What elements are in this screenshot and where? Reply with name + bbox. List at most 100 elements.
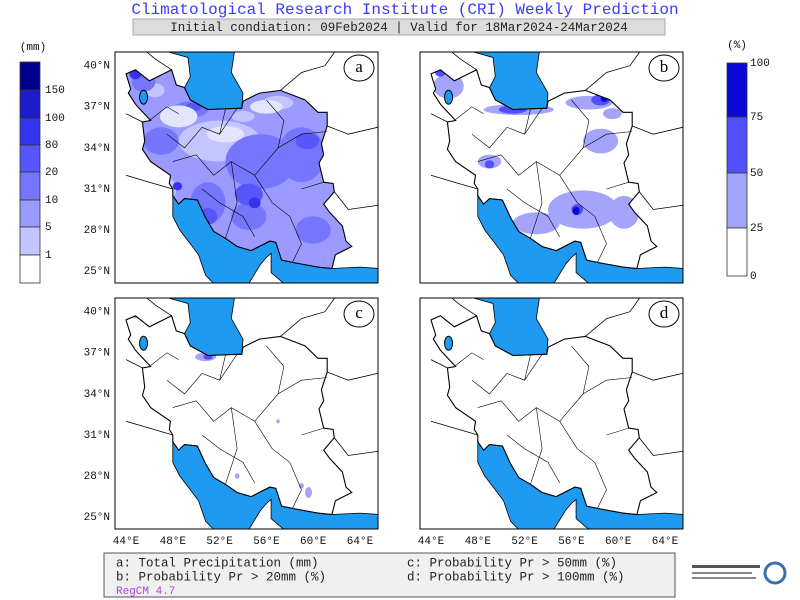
lon-label: 64°E <box>347 536 374 548</box>
shade <box>172 182 183 191</box>
country-border <box>125 359 143 369</box>
map-background <box>420 298 683 529</box>
country-border <box>333 191 378 210</box>
shade <box>231 110 255 122</box>
province-border <box>254 175 302 264</box>
province-border <box>172 377 328 422</box>
panel-frame <box>114 297 379 530</box>
province-border <box>149 106 179 121</box>
shade <box>572 206 580 216</box>
panel-label: d <box>660 303 669 322</box>
province-border <box>201 434 255 484</box>
shade <box>159 105 198 128</box>
province-border <box>559 421 607 510</box>
footer-line: a: Total Precipitation (mm) <box>116 556 319 570</box>
lat-label: 28°N <box>84 471 110 483</box>
shade <box>248 197 261 209</box>
lake <box>139 335 149 351</box>
footer-line: b: Probability Pr > 20mm (%) <box>116 570 326 584</box>
country-border <box>638 191 683 210</box>
legend-swatch <box>19 144 41 173</box>
shade <box>484 160 495 169</box>
shade <box>295 216 331 244</box>
province-border <box>477 131 633 176</box>
country-border <box>125 69 353 270</box>
panel-label-bg <box>648 300 680 328</box>
province-border <box>530 407 543 485</box>
province-border <box>219 355 226 381</box>
province-border <box>266 99 285 148</box>
country-border <box>333 437 378 456</box>
legend-label: 50 <box>750 168 763 180</box>
lat-label: 34°N <box>84 389 110 401</box>
lon-label: 52°E <box>206 536 233 548</box>
panel-frame <box>419 51 684 284</box>
country-border <box>327 125 378 135</box>
panel-label: c <box>355 303 363 322</box>
panel-label: b <box>660 57 669 76</box>
country-border <box>280 52 336 91</box>
province-border <box>454 106 484 121</box>
legend-unit: (%) <box>727 40 747 52</box>
panel-frame <box>419 297 684 530</box>
shade <box>143 127 179 155</box>
legend-label: 1 <box>45 250 52 262</box>
legend-swatch <box>19 254 41 284</box>
legend-label: 0 <box>750 271 757 283</box>
legend-label: 10 <box>45 195 58 207</box>
shade <box>234 473 240 479</box>
country-border <box>125 420 173 436</box>
footer-box <box>103 552 676 598</box>
legend-label: 150 <box>45 85 65 97</box>
province-border <box>571 99 590 148</box>
map-panel <box>115 298 378 529</box>
shade <box>547 190 619 229</box>
province-border <box>301 427 324 436</box>
country-border <box>632 125 683 135</box>
legend-label: 20 <box>45 167 58 179</box>
lat-label: 31°N <box>84 184 110 196</box>
country-border <box>430 69 658 270</box>
lon-label: 56°E <box>253 536 280 548</box>
country-border <box>585 52 641 91</box>
lon-label: 44°E <box>113 536 140 548</box>
province-border <box>606 181 629 190</box>
lat-label: 31°N <box>84 430 110 442</box>
province-border <box>524 355 531 381</box>
shade <box>250 99 283 114</box>
legend-swatch <box>726 116 748 174</box>
country-border <box>280 298 336 337</box>
lon-label: 64°E <box>652 536 679 548</box>
legend-label: 25 <box>750 223 763 235</box>
footer-line: c: Probability Pr > 50mm (%) <box>407 556 617 570</box>
lat-label: 37°N <box>84 102 110 114</box>
province-border <box>301 181 324 190</box>
lat-label: 40°N <box>84 61 110 73</box>
lat-label: 34°N <box>84 143 110 155</box>
province-border <box>471 108 543 149</box>
panel-label: a <box>355 57 363 76</box>
province-border <box>172 131 328 176</box>
panel-frame <box>114 51 379 284</box>
province-border <box>471 354 543 395</box>
country-border <box>430 420 478 436</box>
country-border <box>430 359 448 369</box>
lon-label: 60°E <box>605 536 632 548</box>
lon-label: 52°E <box>511 536 538 548</box>
lon-label: 48°E <box>160 536 187 548</box>
province-border <box>506 188 560 238</box>
legend-label: 75 <box>750 112 763 124</box>
country-border <box>638 437 683 456</box>
lon-label: 56°E <box>558 536 585 548</box>
subtitle-box <box>132 18 666 36</box>
map-panel <box>420 298 683 529</box>
legend-swatch <box>726 62 748 118</box>
country-border <box>125 113 143 123</box>
shade <box>434 69 447 77</box>
lat-label: 40°N <box>84 307 110 319</box>
country-border <box>632 371 683 381</box>
lon-label: 44°E <box>418 536 445 548</box>
title: Climatological Research Institute (CRI) … <box>131 1 678 19</box>
legend-swatch <box>19 199 41 228</box>
province-border <box>225 407 238 485</box>
